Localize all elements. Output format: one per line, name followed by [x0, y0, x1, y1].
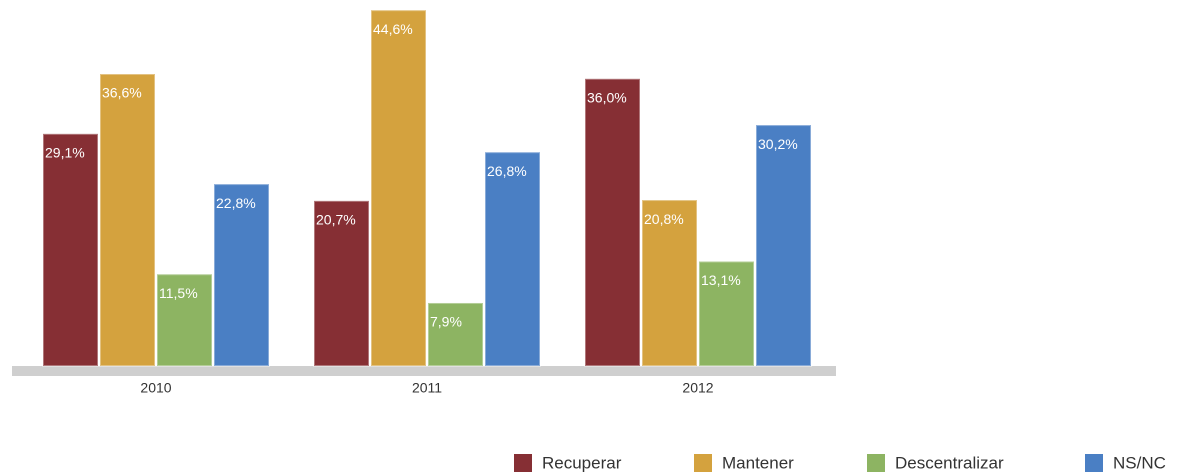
legend-label: NS/NC [1113, 453, 1166, 472]
legend-swatch [1085, 454, 1103, 472]
value-label: 13,1% [701, 272, 741, 288]
bar [156, 273, 213, 367]
value-label: 36,0% [587, 90, 627, 106]
value-label: 44,6% [373, 21, 413, 37]
value-label: 22,8% [216, 195, 256, 211]
legend-label: Mantener [722, 453, 794, 472]
bar [484, 151, 541, 367]
legend-label: Descentralizar [895, 453, 1004, 472]
value-label: 36,6% [102, 85, 142, 101]
value-label: 29,1% [45, 145, 85, 161]
value-label: 20,8% [644, 211, 684, 227]
x-tick-label: 2011 [412, 380, 442, 396]
value-label: 20,7% [316, 212, 356, 228]
bar [370, 9, 427, 368]
bar [427, 301, 484, 367]
bar [99, 73, 156, 367]
bar [42, 132, 99, 367]
value-label: 11,5% [159, 285, 198, 301]
bar [313, 199, 370, 367]
bar [641, 199, 698, 367]
bar [584, 77, 641, 368]
legend-swatch [867, 454, 885, 472]
bar [755, 124, 812, 368]
baseline [12, 366, 836, 376]
value-label: 30,2% [758, 136, 798, 152]
bar [698, 260, 755, 368]
legend-swatch [694, 454, 712, 472]
legend-label: Recuperar [542, 453, 622, 472]
bar [213, 183, 270, 367]
x-tick-label: 2010 [140, 380, 171, 396]
value-label: 7,9% [430, 314, 462, 330]
value-label: 26,8% [487, 163, 527, 179]
x-tick-label: 2012 [682, 380, 713, 396]
legend-swatch [514, 454, 532, 472]
